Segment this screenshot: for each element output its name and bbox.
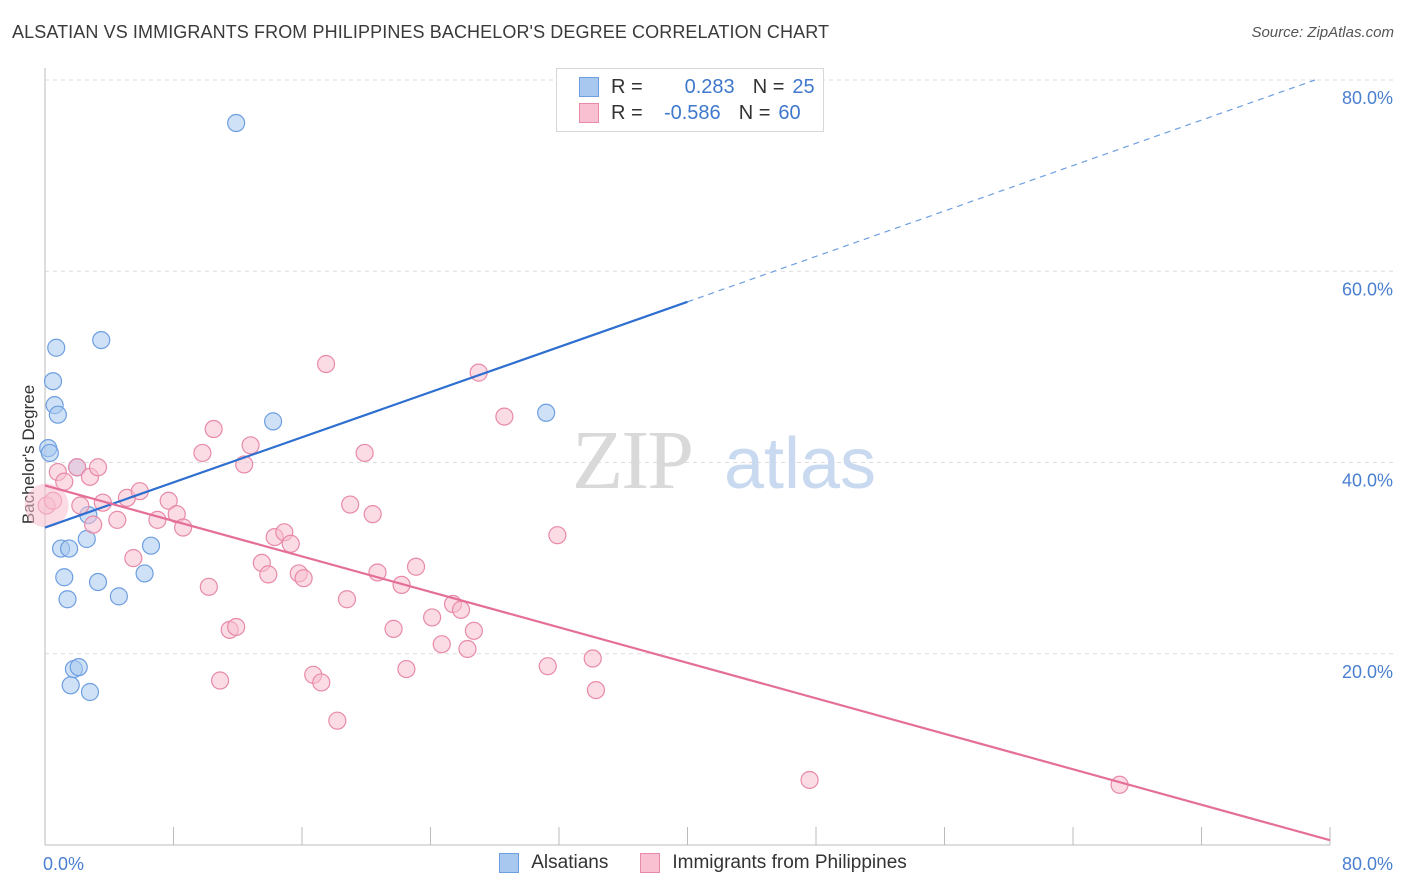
philippines-cluster-point <box>24 483 69 528</box>
philippines-point <box>397 659 416 679</box>
series-legend: Alsatians Immigrants from Philippines <box>0 852 1406 874</box>
legend-row-philippines: R = -0.586 N = 60 <box>579 101 801 125</box>
philippines-swatch <box>640 853 661 873</box>
y-tick-label: 40.0% <box>1342 471 1393 491</box>
alsatians-point <box>88 572 108 592</box>
philippines-point <box>337 590 357 609</box>
alsatians-point <box>43 372 63 391</box>
n-label: N = <box>752 75 785 98</box>
alsatians-point <box>69 658 88 677</box>
philippines-point <box>384 619 403 638</box>
philippines-point <box>259 565 278 584</box>
n-value: 25 <box>792 75 815 98</box>
alsatians-swatch <box>579 77 599 97</box>
alsatians-point <box>59 539 79 558</box>
philippines-point <box>108 510 127 529</box>
philippines-point <box>68 458 87 477</box>
philippines-point <box>210 671 230 690</box>
philippines-point <box>423 608 442 627</box>
philippines-point <box>241 436 260 455</box>
r-value: 0.283 <box>684 75 735 98</box>
philippines-point <box>548 526 567 545</box>
r-label: R = <box>611 75 643 98</box>
philippines-trendline <box>44 484 1331 842</box>
alsatians-point <box>80 682 100 702</box>
philippines-point <box>495 407 514 426</box>
legend-row-alsatians: R = 0.283 N = 25 <box>579 75 815 99</box>
philippines-point <box>451 600 471 619</box>
y-tick-label: 80.0% <box>1342 88 1393 108</box>
n-label: N = <box>738 101 771 124</box>
alsatians-point <box>40 443 59 463</box>
legend-item-alsatians: Alsatians <box>499 852 608 874</box>
philippines-point <box>193 443 212 463</box>
alsatians-trendline <box>44 300 688 529</box>
philippines-point <box>363 505 382 524</box>
r-label: R = <box>611 101 643 124</box>
philippines-point <box>312 673 331 692</box>
alsatians-point <box>55 568 74 587</box>
alsatians-point <box>92 331 111 350</box>
philippines-point <box>159 491 178 510</box>
philippines-point <box>227 617 246 637</box>
philippines-point <box>583 649 602 668</box>
chart-title: ALSATIAN VS IMMIGRANTS FROM PHILIPPINES … <box>12 22 830 42</box>
philippines-point <box>355 443 374 463</box>
philippines-point <box>538 657 557 676</box>
philippines-point <box>328 711 347 730</box>
philippines-point <box>800 770 819 790</box>
philippines-point <box>586 680 606 700</box>
alsatians-point <box>47 338 66 357</box>
philippines-point <box>432 635 451 654</box>
r-value: -0.586 <box>663 101 721 124</box>
n-value: 60 <box>778 101 801 124</box>
legend-label: Immigrants from Philippines <box>672 852 907 873</box>
philippines-point <box>341 495 360 514</box>
philippines-point <box>464 621 483 640</box>
alsatians-swatch <box>499 853 520 873</box>
alsatians-point <box>135 564 154 583</box>
philippines-point <box>294 569 313 588</box>
alsatians-point <box>263 412 283 431</box>
legend-item-philippines: Immigrants from Philippines <box>640 852 907 874</box>
source-label: Source: ZipAtlas.com <box>1251 24 1394 41</box>
alsatians-point <box>109 587 128 606</box>
philippines-swatch <box>579 103 599 123</box>
alsatians-point <box>58 590 77 609</box>
alsatians-point <box>141 536 161 555</box>
philippines-point <box>281 534 300 553</box>
y-tick-label: 60.0% <box>1342 279 1393 299</box>
alsatians-point <box>48 405 67 424</box>
alsatians-point <box>227 113 246 133</box>
philippines-point <box>458 639 477 659</box>
x-tick-label: 80.0% <box>1342 854 1393 874</box>
philippines-point <box>199 577 218 596</box>
correlation-legend: R = 0.283 N = 25 R = -0.586 N = 60 <box>556 68 824 132</box>
philippines-point <box>124 549 143 568</box>
watermark-zip: ZIP <box>572 414 692 507</box>
x-tick-label: 0.0% <box>43 854 84 874</box>
philippines-point <box>88 458 108 477</box>
y-tick-label: 20.0% <box>1342 662 1393 682</box>
philippines-point <box>316 354 336 374</box>
philippines-point <box>71 496 90 515</box>
legend-label: Alsatians <box>531 852 609 873</box>
philippines-point <box>84 515 103 534</box>
philippines-point <box>204 419 223 439</box>
alsatians-point <box>537 403 556 422</box>
alsatians-point <box>61 676 80 695</box>
watermark-atlas: atlas <box>724 424 876 504</box>
alsatians-trendline-extension <box>687 79 1316 303</box>
philippines-point <box>406 557 426 576</box>
